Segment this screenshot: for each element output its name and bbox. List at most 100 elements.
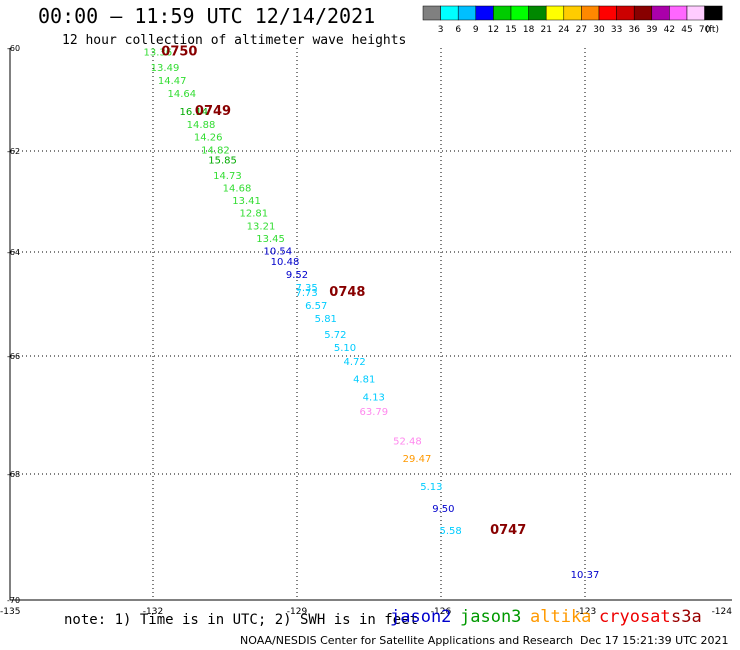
swh-value: 14.73 [213, 171, 242, 182]
legend-swatch [545, 5, 565, 21]
x-tick-label: -129 [287, 607, 308, 617]
swh-value: 13.49 [151, 63, 180, 74]
swh-value: 14.26 [194, 133, 223, 144]
map-grid [10, 48, 732, 600]
swh-value: 14.47 [158, 76, 187, 87]
swh-value: 13.21 [247, 221, 276, 232]
legend-swatch [598, 5, 617, 21]
footnote: note: 1) Time is in UTC; 2) SWH is in fe… [64, 612, 419, 628]
mission-altika: altika [530, 607, 592, 627]
x-tick-label: -132 [143, 607, 163, 617]
time-labels: 0750 0749 0748 0747 [161, 45, 526, 538]
swh-value: 7.73 [295, 288, 317, 299]
axis-ticks: -60 -62 -64 -66 -68 -70 -135 -132 -129 -126 -123 -1… [0, 44, 732, 617]
legend-tick-label: 15 [505, 25, 516, 35]
swh-value: 5.10 [334, 343, 356, 354]
swh-value: 14.64 [167, 89, 196, 100]
y-tick-label: -64 [7, 248, 20, 257]
legend-swatch [528, 5, 547, 21]
pass-time-label: 0750 [161, 45, 197, 60]
legend-swatch [475, 5, 494, 21]
legend-swatch [704, 5, 723, 21]
pass-time-label: 0747 [490, 523, 526, 538]
legend-swatch [457, 5, 477, 21]
legend-swatch [651, 5, 670, 21]
swh-value: 5.13 [420, 482, 442, 493]
legend-tick-label: 21 [540, 25, 551, 35]
swh-value: 10.54 [263, 247, 292, 258]
swh-value: 6.57 [305, 301, 327, 312]
y-tick-label: -60 [7, 44, 20, 53]
legend-swatch [510, 5, 529, 21]
swh-value: 16.14 [179, 107, 208, 118]
legend-swatch [616, 5, 635, 21]
y-tick-label: -66 [7, 352, 20, 361]
swh-value: 10.37 [571, 570, 600, 581]
swh-value: 13.41 [232, 196, 261, 207]
y-tick-label: -70 [7, 596, 20, 605]
x-tick-label: -135 [0, 607, 20, 617]
legend-swatch [686, 5, 705, 21]
legend-tick-label: 27 [576, 25, 587, 35]
swh-value: 12.81 [239, 209, 268, 220]
legend-tick-label: 9 [473, 25, 479, 35]
swh-value: 7.35 [295, 283, 317, 294]
legend-swatch [669, 5, 688, 21]
legend-swatch [581, 5, 600, 21]
swh-value: 5.72 [324, 330, 346, 341]
chart-subtitle: 12 hour collection of altimeter wave hei… [62, 33, 407, 48]
legend-tick-label: 30 [593, 25, 605, 35]
swh-value: 14.88 [187, 120, 216, 131]
swh-value: 9.52 [286, 270, 308, 281]
swh-value: 5.58 [439, 526, 461, 537]
x-tick-label: -124 [712, 607, 733, 617]
chart-title: 00:00 – 11:59 UTC 12/14/2021 [38, 4, 376, 28]
swh-value: 5.81 [315, 314, 337, 325]
legend-tick-label: 6 [455, 25, 461, 35]
swh-value: 9.50 [432, 504, 454, 515]
color-legend: 3 6 9 12 15 18 21 24 27 30 33 36 39 42 45 70(ft) [422, 5, 723, 35]
swh-value: 10.48 [271, 257, 300, 268]
swh-value: 14.68 [223, 183, 252, 194]
legend-swatch [422, 5, 441, 21]
pass-time-label: 0749 [195, 104, 231, 119]
legend-tick-label: 18 [523, 25, 535, 35]
legend-tick-label: 39 [646, 25, 658, 35]
legend-tick-label: 33 [611, 25, 622, 35]
mission-s3a: s3a [671, 607, 702, 627]
legend-swatch [563, 5, 582, 21]
mission-jason2: jason2 [390, 607, 452, 627]
legend-swatch [493, 5, 512, 21]
legend-swatch [633, 5, 653, 21]
legend-tick-label: 12 [488, 25, 499, 35]
swh-points: 13.36 13.49 14.47 14.64 16.14 14.88 14.26 14.82… [143, 48, 599, 581]
legend-tick-label: 24 [558, 25, 570, 35]
swh-value: 4.81 [353, 375, 375, 386]
swh-value: 4.13 [363, 392, 385, 403]
legend-tick-label: 3 [438, 25, 444, 35]
swh-value: 13.36 [143, 48, 172, 59]
swh-value: 13.45 [256, 234, 285, 245]
swh-value: 52.48 [393, 437, 422, 448]
swh-value: 63.79 [359, 407, 388, 418]
mission-cryosat: cryosat [599, 607, 671, 627]
x-tick-label: -126 [431, 607, 452, 617]
pass-time-label: 0748 [329, 285, 365, 300]
swh-value: 4.72 [343, 357, 365, 368]
legend-tick-label: 42 [664, 25, 675, 35]
swh-value: 14.82 [201, 146, 230, 157]
mission-jason3: jason3 [460, 607, 522, 627]
y-tick-label: -68 [7, 470, 20, 479]
legend-tick-label: 36 [628, 25, 640, 35]
legend-unit: (ft) [705, 25, 719, 35]
map-frame [9, 48, 732, 601]
generated-timestamp: Dec 17 15:21:39 UTC 2021 [580, 634, 729, 647]
legend-swatch [440, 5, 459, 21]
swh-value: 15.85 [208, 156, 237, 167]
legend-tick-label: 45 [681, 25, 692, 35]
credit-line: NOAA/NESDIS Center for Satellite Applica… [240, 634, 574, 647]
y-tick-label: -62 [7, 147, 20, 156]
x-tick-label: -123 [576, 607, 596, 617]
swh-value: 29.47 [403, 454, 432, 465]
